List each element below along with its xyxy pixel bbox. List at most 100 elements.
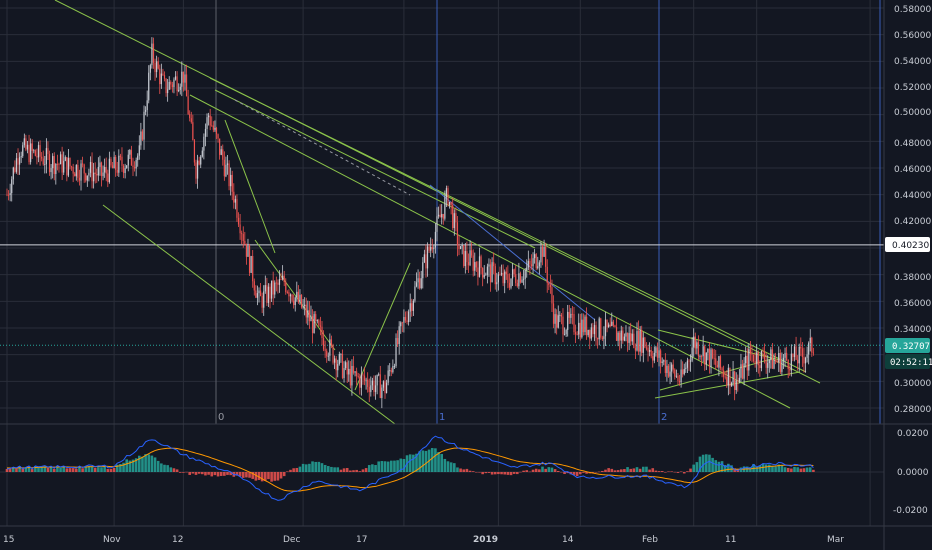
candle-body <box>464 251 466 267</box>
candle-body <box>124 168 126 173</box>
macd-histogram-bar <box>229 472 232 476</box>
candle-body <box>370 385 372 393</box>
candle-body <box>152 43 155 63</box>
candle-body <box>773 360 775 369</box>
candle-body <box>356 371 358 377</box>
candle-body <box>623 336 625 341</box>
candle-body <box>436 216 438 232</box>
price-tick: 0.42000 <box>894 217 931 227</box>
candle-body <box>726 377 728 386</box>
candle-body <box>9 193 11 195</box>
macd-histogram-bar <box>342 468 346 472</box>
candle-body <box>69 157 71 167</box>
candle-body <box>434 231 436 248</box>
time-axis[interactable]: 15 Nov 12 Dec 17 2019 14 Feb 11 Mar <box>3 535 844 545</box>
price-tick: 0.50000 <box>894 108 931 118</box>
candle-body <box>195 162 197 179</box>
candle-body <box>756 352 758 364</box>
macd-histogram-bar <box>383 461 387 472</box>
macd-histogram-bar <box>456 467 459 472</box>
candle-body <box>365 379 367 381</box>
candle-body <box>715 358 717 365</box>
macd-histogram-bar <box>399 458 403 472</box>
candle-body <box>430 246 432 251</box>
candle-body <box>354 371 356 373</box>
candle-body <box>308 310 310 322</box>
macd-histogram-bar <box>396 460 399 472</box>
candle-body <box>678 380 681 383</box>
candle-body <box>453 213 455 229</box>
macd-histogram-bar <box>52 468 56 472</box>
candle-body <box>653 352 655 361</box>
candle-body <box>631 333 633 342</box>
candle-body <box>693 336 695 348</box>
candle-body <box>466 251 468 263</box>
macd-histogram-bar <box>71 468 75 472</box>
candle-body <box>47 148 49 155</box>
candle-body <box>266 285 268 303</box>
candle-body <box>523 278 525 280</box>
candle-body <box>89 162 92 173</box>
macd-histogram-bar <box>459 468 462 472</box>
candle-body <box>253 281 255 291</box>
macd-histogram-bar <box>377 461 380 472</box>
candle-body <box>538 262 540 267</box>
trendlines[interactable] <box>54 0 821 425</box>
candle-body <box>759 365 761 369</box>
macd-histogram-bar <box>182 472 185 473</box>
candle-body <box>156 61 158 73</box>
candle-body <box>675 375 677 377</box>
candle-body <box>754 361 756 364</box>
candle-body <box>448 201 451 205</box>
candle-body <box>437 214 440 217</box>
macd-histogram-bar <box>81 468 84 472</box>
macd-histogram-bar <box>717 461 721 472</box>
candle-body <box>263 291 265 308</box>
macd-histogram-bar <box>276 472 280 481</box>
macd-histogram-bar <box>408 454 412 472</box>
candle-body <box>200 156 202 165</box>
macd-histogram-bar <box>720 461 724 472</box>
candle-body <box>277 282 279 285</box>
candle-body <box>811 337 813 353</box>
candle-body <box>573 313 575 333</box>
candle-body <box>255 290 257 298</box>
candle-body <box>363 375 366 381</box>
candle-body <box>456 222 459 246</box>
macd-histogram-bar <box>84 466 88 472</box>
countdown-text: 02:52:11 <box>890 358 932 368</box>
price-axis[interactable]: 0.58000 0.56000 0.54000 0.52000 0.50000 … <box>885 5 932 415</box>
candle-body <box>414 286 416 301</box>
candle-body <box>674 369 676 377</box>
macd-histogram-bar <box>97 467 100 472</box>
macd-histogram-bar <box>802 468 806 472</box>
candle-body <box>445 188 448 198</box>
macd-axis[interactable]: 0.0200 0.0000 -0.0200 <box>893 429 929 516</box>
macd-histogram-bar <box>635 467 639 472</box>
candle-body <box>348 368 350 375</box>
candle-body <box>219 138 221 155</box>
macd-histogram-bar <box>216 472 220 477</box>
candle-body <box>614 325 616 328</box>
macd-histogram-bar <box>333 467 336 472</box>
macd-histogram-bar <box>286 471 289 472</box>
candle-body <box>222 149 224 160</box>
macd-histogram-bar <box>8 468 12 472</box>
candle-body <box>527 260 529 268</box>
candle-body <box>663 360 665 362</box>
candle-body <box>247 245 249 257</box>
candle-body <box>105 166 107 174</box>
candle-body <box>563 334 566 335</box>
candle-body <box>31 143 33 151</box>
candle-body <box>499 274 501 276</box>
candle-body <box>171 84 173 88</box>
macd-histogram-bar <box>292 468 295 472</box>
macd-histogram-bar <box>585 472 588 474</box>
candle-body <box>233 191 235 203</box>
candle-body <box>789 369 791 371</box>
candle-body <box>656 347 659 358</box>
candle-body <box>727 367 729 386</box>
candle-body <box>56 163 58 165</box>
candle-body <box>237 217 240 225</box>
